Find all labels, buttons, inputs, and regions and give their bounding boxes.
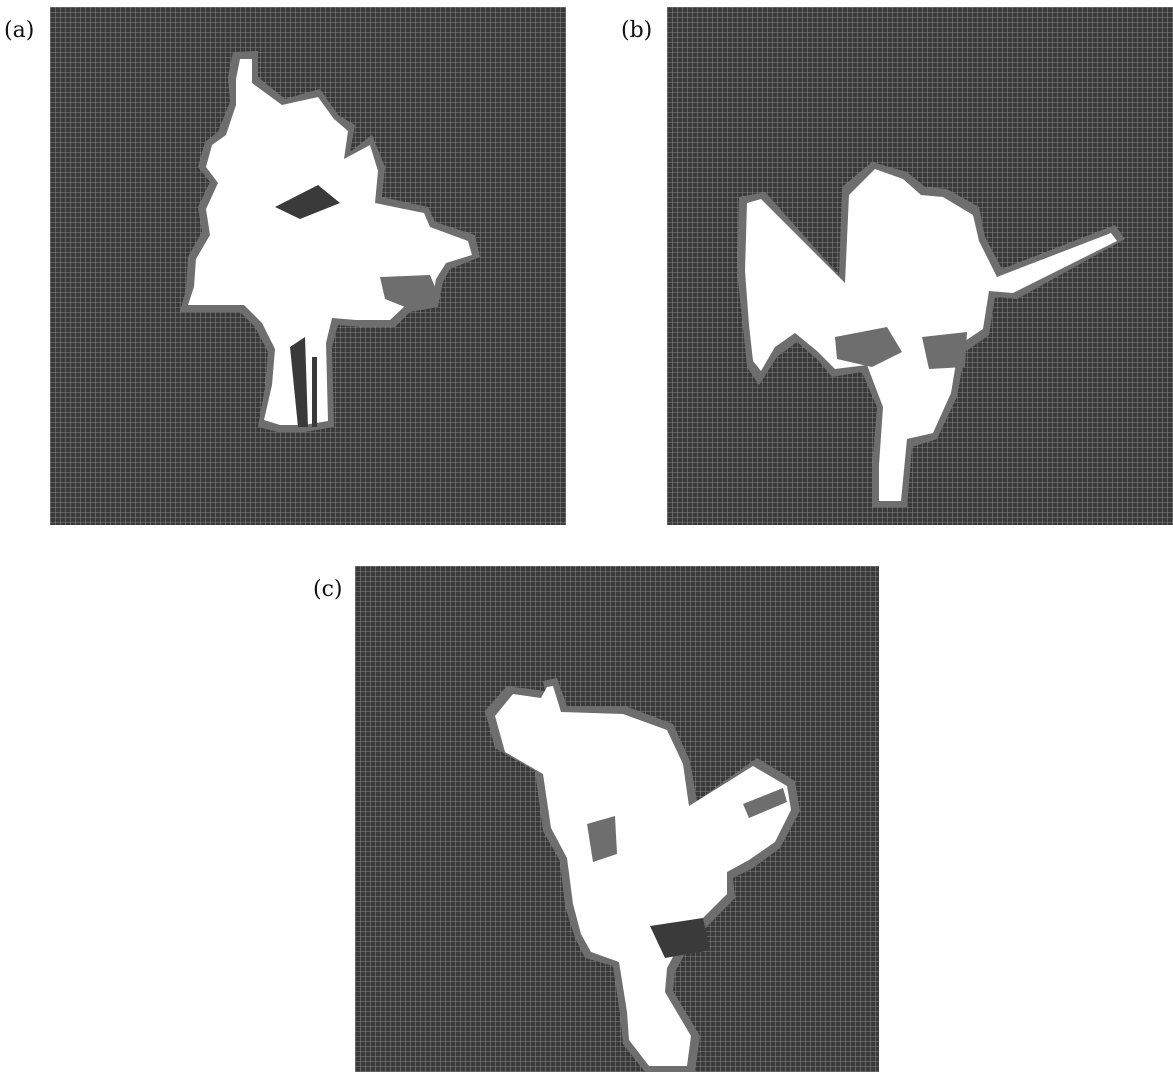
obstacle-c-1	[587, 816, 617, 862]
obstacle-a-2	[380, 275, 440, 309]
free-space-c	[495, 686, 791, 1066]
free-space-a	[188, 59, 472, 425]
occupancy-grid-map-c	[355, 566, 879, 1072]
panel-c-label: (c)	[313, 577, 343, 602]
free-space-b	[745, 169, 1117, 501]
panel-a-label: (a)	[4, 18, 35, 43]
obstacle-b-1	[835, 327, 902, 367]
obstacle-a-3	[290, 337, 308, 427]
panel-b-label: (b)	[621, 18, 653, 43]
obstacle-c-3	[743, 788, 787, 818]
obstacle-c-2	[650, 918, 710, 958]
obstacle-a-4	[312, 357, 317, 427]
obstacle-b-2	[922, 332, 967, 369]
occupancy-grid-map-b	[667, 7, 1173, 525]
obstacle-a-1	[275, 185, 340, 219]
occupancy-grid-map-a	[50, 7, 566, 525]
